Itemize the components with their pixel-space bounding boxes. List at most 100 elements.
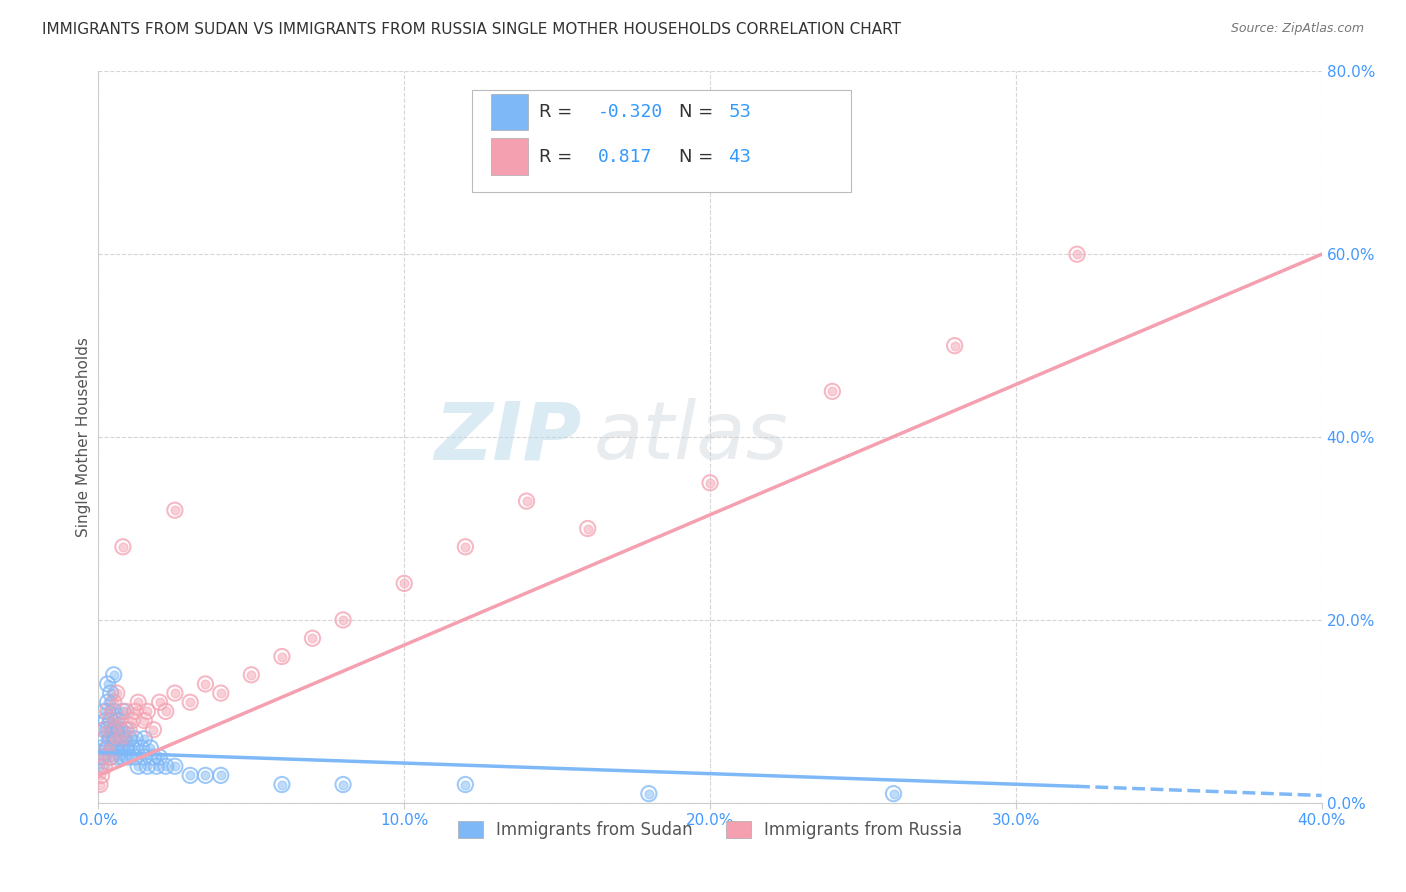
Point bbox=[115, 705, 138, 719]
Point bbox=[136, 705, 159, 719]
Point bbox=[105, 714, 128, 728]
Point bbox=[332, 613, 354, 627]
Point bbox=[97, 723, 120, 737]
Point bbox=[136, 705, 159, 719]
Text: ZIP: ZIP bbox=[434, 398, 582, 476]
Point bbox=[516, 494, 538, 508]
Point bbox=[97, 677, 120, 691]
Point bbox=[93, 705, 115, 719]
Point bbox=[111, 731, 134, 746]
Point bbox=[454, 540, 477, 554]
Point bbox=[103, 695, 125, 709]
Point bbox=[134, 750, 156, 764]
Point bbox=[301, 632, 323, 646]
Point bbox=[90, 750, 112, 764]
Point bbox=[1066, 247, 1088, 261]
Point bbox=[115, 723, 138, 737]
FancyBboxPatch shape bbox=[471, 90, 851, 192]
Point bbox=[179, 768, 201, 782]
Point bbox=[163, 686, 186, 700]
Point bbox=[111, 731, 134, 746]
Point bbox=[270, 778, 292, 792]
Point bbox=[149, 750, 172, 764]
Point bbox=[108, 723, 131, 737]
Point bbox=[97, 740, 120, 755]
Point bbox=[943, 338, 966, 352]
Point bbox=[121, 714, 143, 728]
Point bbox=[124, 705, 146, 719]
Point bbox=[97, 705, 120, 719]
Point bbox=[94, 714, 117, 728]
Point bbox=[136, 759, 159, 773]
Point bbox=[97, 695, 120, 709]
Point bbox=[115, 723, 138, 737]
Point bbox=[142, 750, 165, 764]
Point bbox=[89, 778, 111, 792]
Point bbox=[179, 695, 201, 709]
Point bbox=[90, 768, 112, 782]
Point bbox=[93, 723, 115, 737]
Point bbox=[111, 731, 134, 746]
Point bbox=[576, 521, 599, 535]
Point bbox=[105, 750, 128, 764]
Point bbox=[454, 778, 477, 792]
Point bbox=[93, 731, 115, 746]
Point bbox=[118, 723, 141, 737]
Point bbox=[124, 750, 146, 764]
Point bbox=[97, 695, 120, 709]
Point bbox=[163, 686, 186, 700]
Point bbox=[93, 723, 115, 737]
Point bbox=[115, 740, 138, 755]
Point bbox=[97, 740, 120, 755]
Point bbox=[100, 731, 122, 746]
Point bbox=[149, 695, 172, 709]
Point bbox=[392, 576, 416, 591]
Point bbox=[270, 649, 292, 664]
Point bbox=[111, 540, 134, 554]
Point bbox=[93, 705, 115, 719]
Point bbox=[91, 750, 114, 764]
Point bbox=[139, 740, 162, 755]
Point bbox=[332, 778, 354, 792]
Point bbox=[100, 714, 122, 728]
Point bbox=[105, 723, 128, 737]
Point bbox=[134, 731, 156, 746]
FancyBboxPatch shape bbox=[491, 94, 527, 130]
Point bbox=[89, 759, 111, 773]
Point bbox=[111, 750, 134, 764]
Point bbox=[103, 695, 125, 709]
Point bbox=[118, 750, 141, 764]
Point bbox=[134, 750, 156, 764]
Point bbox=[155, 759, 177, 773]
Point bbox=[127, 695, 149, 709]
Point bbox=[209, 768, 232, 782]
Point bbox=[100, 714, 122, 728]
Point bbox=[111, 750, 134, 764]
Point bbox=[155, 705, 177, 719]
Point bbox=[91, 750, 114, 764]
Point bbox=[134, 714, 156, 728]
Point bbox=[124, 750, 146, 764]
Text: N =: N = bbox=[679, 103, 714, 121]
Point bbox=[103, 723, 125, 737]
Text: 53: 53 bbox=[728, 103, 751, 121]
Point bbox=[145, 759, 167, 773]
Text: N =: N = bbox=[679, 147, 714, 166]
Point bbox=[105, 750, 128, 764]
Point bbox=[100, 731, 122, 746]
Point bbox=[454, 540, 477, 554]
Point bbox=[194, 677, 217, 691]
Point bbox=[142, 723, 165, 737]
Point bbox=[943, 338, 966, 352]
Point bbox=[883, 787, 905, 801]
Point bbox=[97, 723, 120, 737]
Point bbox=[270, 778, 292, 792]
Text: R =: R = bbox=[538, 147, 572, 166]
Point bbox=[194, 677, 217, 691]
Point bbox=[103, 731, 125, 746]
Point bbox=[516, 494, 538, 508]
Point bbox=[209, 768, 232, 782]
Point bbox=[103, 731, 125, 746]
Point bbox=[100, 714, 122, 728]
Point bbox=[105, 731, 128, 746]
